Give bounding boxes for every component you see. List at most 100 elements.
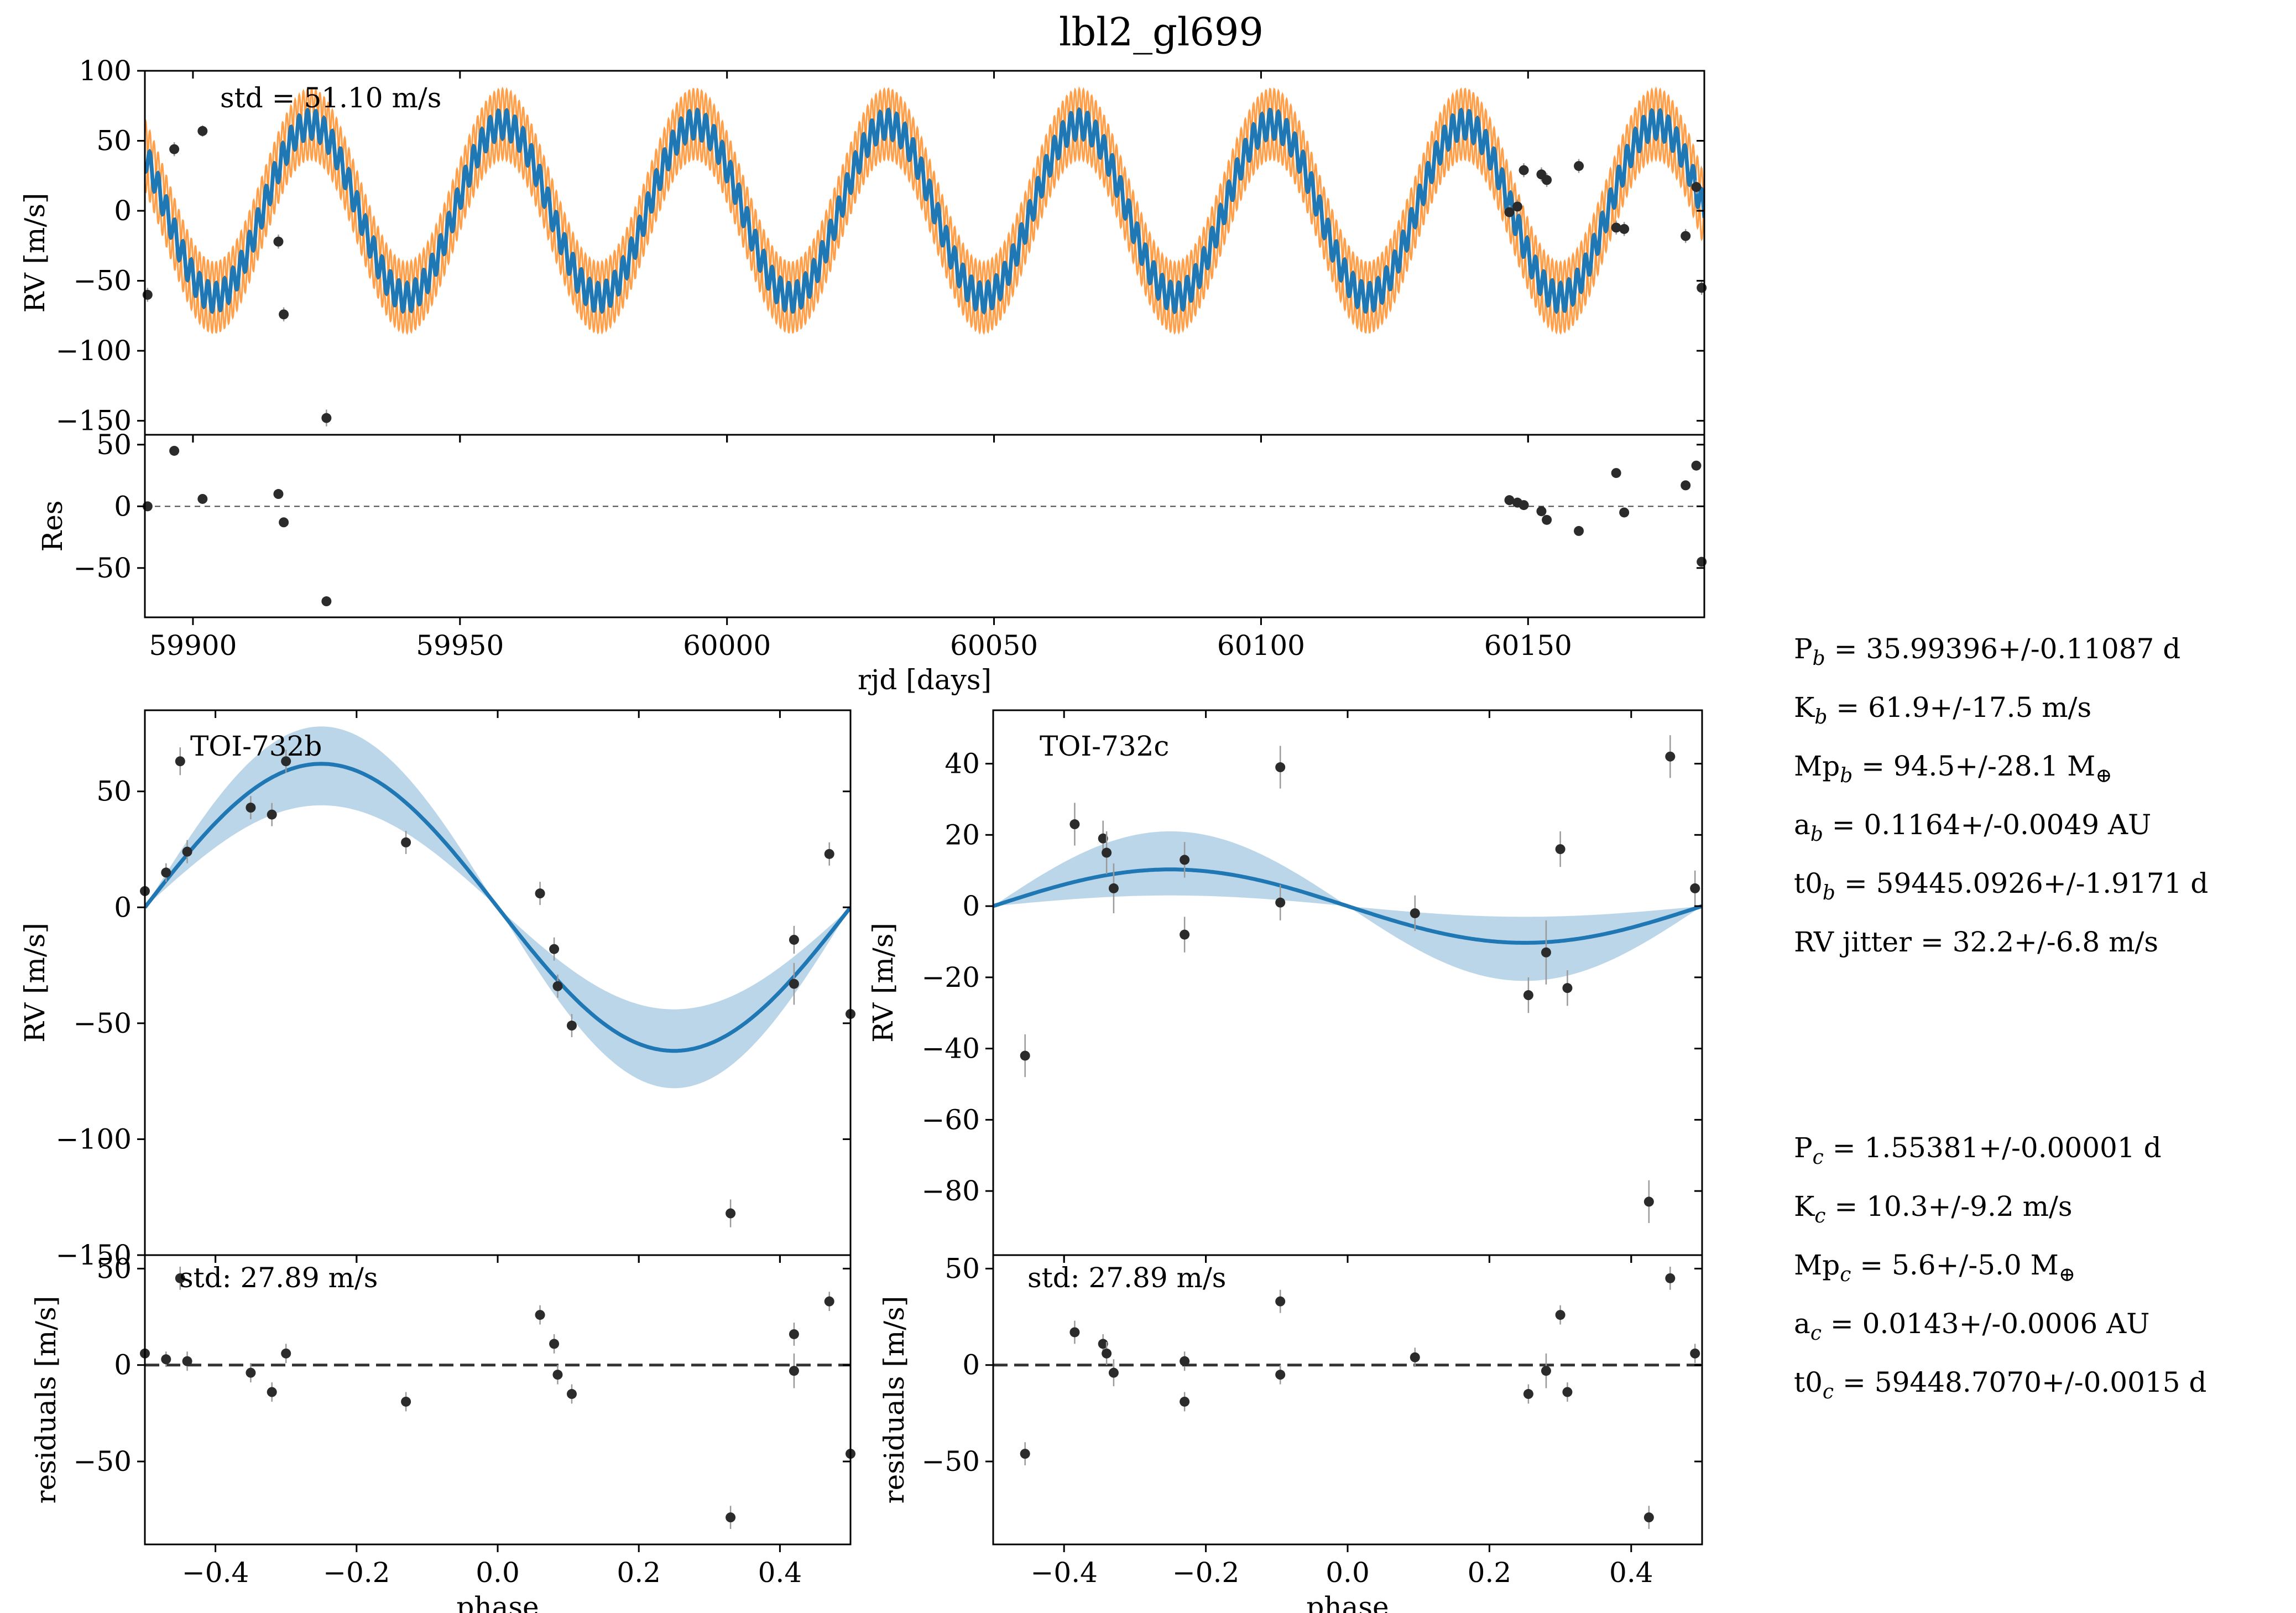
data-point	[1180, 929, 1190, 940]
data-point	[281, 756, 291, 767]
y-tick-label: 0	[962, 890, 980, 922]
data-point	[1690, 1348, 1700, 1359]
data-point	[1069, 819, 1080, 830]
data-point	[1555, 1310, 1566, 1320]
x-axis-label: phase	[1306, 1591, 1389, 1613]
data-point	[1504, 207, 1515, 217]
param-b-5: RV jitter = 32.2+/-6.8 m/s	[1794, 926, 2158, 958]
y-tick-label: 0	[114, 891, 132, 923]
data-point	[566, 1021, 577, 1031]
data-point	[1619, 223, 1630, 234]
plot-frame	[144, 1254, 852, 1546]
data-point	[1180, 1396, 1190, 1407]
data-point	[1611, 222, 1621, 233]
data-point	[1691, 182, 1702, 192]
data-point	[1020, 1050, 1030, 1061]
data-point	[1410, 1352, 1420, 1362]
x-tick-label: −0.2	[1172, 1557, 1239, 1589]
x-tick-label: 60100	[1217, 629, 1305, 662]
data-point	[1574, 161, 1584, 171]
y-tick-label: −100	[56, 1123, 132, 1155]
x-tick-label: 0.0	[476, 1557, 520, 1589]
data-point	[789, 979, 799, 989]
x-axis-label: rjd [days]	[858, 664, 992, 696]
param-c-2: Mpc = 5.6+/-5.0 M⊕	[1794, 1249, 2075, 1286]
y-tick-label: −50	[73, 265, 132, 297]
data-point	[281, 1348, 291, 1359]
y-tick-label: 20	[945, 819, 980, 851]
param-b-1: Kb = 61.9+/-17.5 m/s	[1794, 691, 2091, 729]
param-b-2: Mpb = 94.5+/-28.1 M⊕	[1794, 750, 2112, 787]
y-tick-label: −50	[73, 552, 132, 584]
model-line	[145, 107, 1704, 315]
y-tick-label: −20	[921, 961, 980, 993]
data-point	[1523, 1389, 1533, 1399]
y-tick-label: 50	[96, 429, 132, 461]
model-line	[993, 867, 1702, 945]
x-axis-label: phase	[456, 1591, 539, 1613]
data-point	[169, 445, 180, 456]
data-point	[197, 126, 208, 136]
data-point	[321, 413, 332, 423]
data-point	[1504, 495, 1515, 506]
data-point	[1555, 844, 1566, 855]
param-c-3: ac = 0.0143+/-0.0006 AU	[1794, 1308, 2149, 1345]
data-point	[267, 809, 277, 820]
data-point	[1275, 1370, 1286, 1380]
data-point	[549, 1339, 560, 1349]
data-point	[789, 934, 799, 945]
data-point	[1574, 525, 1584, 536]
data-point	[1519, 165, 1529, 175]
x-tick-label: −0.2	[323, 1557, 390, 1589]
data-point	[552, 981, 563, 991]
panel-phase_b: 50 0 −50 −100 −150 RV [m/s] TOI-732b	[19, 709, 855, 1271]
plot-frame	[144, 434, 1705, 618]
data-point	[726, 1512, 736, 1523]
plot-frame	[992, 709, 1703, 1256]
data-point	[535, 1310, 545, 1320]
data-point	[1180, 1356, 1190, 1366]
data-point	[401, 1396, 411, 1407]
data-point	[1512, 201, 1522, 212]
data-point	[1108, 1367, 1119, 1378]
data-point	[789, 1329, 799, 1339]
data-point	[1541, 947, 1551, 958]
x-tick-label: 59950	[416, 629, 504, 662]
x-tick-label: 60050	[950, 629, 1038, 662]
data-point	[1275, 897, 1286, 908]
data-point	[1102, 847, 1112, 858]
data-point	[1542, 514, 1552, 525]
data-point	[1691, 460, 1702, 471]
data-point	[321, 596, 332, 607]
param-c-0: Pc = 1.55381+/-0.00001 d	[1794, 1132, 2162, 1169]
y-tick-label: −40	[921, 1033, 980, 1065]
panel-annotation: std = 51.10 m/s	[220, 82, 441, 114]
data-point	[1542, 175, 1552, 185]
data-point	[549, 944, 560, 954]
data-point	[1665, 1273, 1676, 1283]
data-point	[1069, 1327, 1080, 1338]
data-point	[789, 1366, 799, 1376]
panel-annotation: TOI-732b	[190, 730, 322, 762]
param-b-4: t0b = 59445.0926+/-1.9171 d	[1794, 867, 2208, 904]
data-point	[1410, 908, 1420, 918]
data-point	[267, 1387, 277, 1397]
data-point	[279, 517, 289, 528]
data-point	[1108, 883, 1119, 893]
y-tick-label: 50	[96, 125, 132, 157]
data-point	[1519, 500, 1529, 511]
data-point	[401, 837, 411, 847]
data-point	[1643, 1196, 1654, 1207]
data-point	[824, 849, 834, 859]
x-tick-label: −0.4	[182, 1557, 249, 1589]
model-line	[145, 762, 850, 1053]
y-tick-label: −50	[921, 1445, 980, 1477]
data-point	[1102, 1348, 1112, 1359]
data-point	[197, 493, 208, 504]
data-point	[246, 1367, 256, 1378]
data-point	[1562, 983, 1573, 993]
y-tick-label: 50	[945, 1252, 980, 1284]
y-axis-label: residuals [m/s]	[878, 1296, 910, 1504]
y-tick-label: 50	[96, 1252, 132, 1284]
y-tick-label: −50	[73, 1445, 132, 1477]
